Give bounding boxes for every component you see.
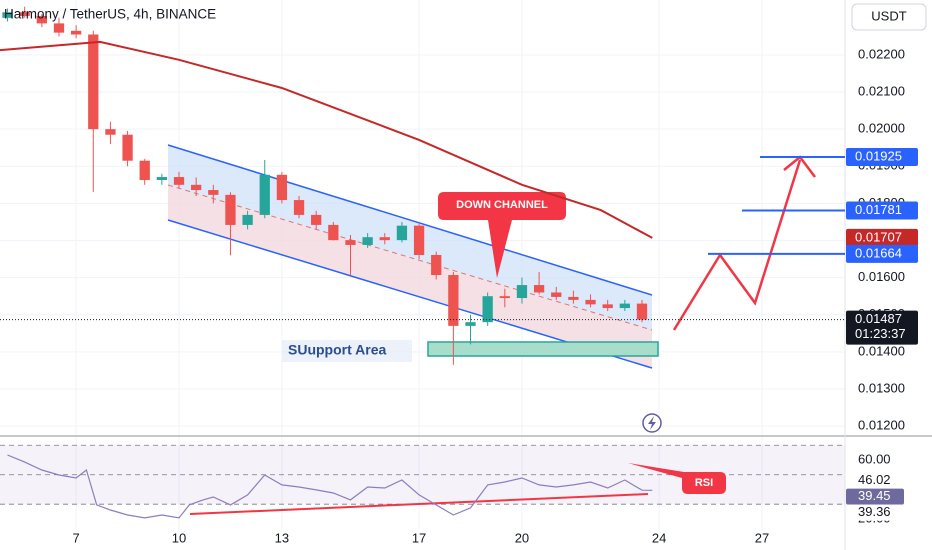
candle-body	[533, 285, 545, 293]
x-tick-label: 13	[275, 530, 289, 545]
support-label: SUupport Area	[288, 342, 386, 358]
candle-body	[156, 177, 168, 181]
support-label-bg	[282, 340, 412, 362]
candle-body	[259, 174, 270, 215]
price-badge-label: 0.01781	[855, 202, 902, 217]
y-tick-label: 0.01400	[858, 343, 905, 358]
y-tick-label: 0.01300	[858, 380, 905, 395]
candle-body	[619, 303, 630, 309]
candle-body	[53, 23, 65, 33]
candle-body	[499, 296, 510, 299]
candle-body	[362, 237, 373, 245]
value-badge-label: 39.36	[858, 504, 891, 519]
value-badge	[846, 472, 904, 489]
channel-lower-fill	[168, 185, 652, 368]
currency-label[interactable]: USDT	[871, 8, 906, 23]
callout-label: DOWN CHANNEL	[456, 199, 548, 211]
candle-body	[139, 160, 150, 181]
candle-body	[70, 30, 82, 35]
y-tick-label: 0.02100	[858, 83, 905, 98]
price-badge	[846, 148, 918, 167]
candle-body	[568, 296, 579, 300]
rsi-callout	[628, 463, 726, 494]
candle-body	[431, 254, 442, 276]
candle-body	[225, 194, 236, 225]
candle-body	[551, 292, 562, 297]
candle-body	[191, 184, 202, 191]
candle-body	[413, 225, 425, 255]
x-tick-label: 20	[515, 530, 529, 545]
candle-body	[276, 174, 288, 201]
support-area	[427, 341, 659, 357]
candle-body	[482, 296, 493, 323]
candle-body	[208, 190, 219, 195]
candle-body	[122, 134, 133, 161]
candle-body	[379, 237, 390, 241]
candle-body	[2, 12, 13, 18]
candle-body	[88, 34, 99, 130]
price-badge	[846, 310, 918, 345]
candle-body	[36, 15, 47, 24]
y-tick-label: 0.02000	[858, 121, 905, 136]
price-badge-label: 0.01925	[855, 148, 902, 163]
x-tick-label: 7	[73, 530, 80, 545]
rsi-line	[7, 454, 653, 519]
projection-arrow	[672, 159, 802, 331]
value-badge-label: 39.45	[858, 488, 891, 503]
rsi-trendline	[189, 493, 649, 515]
chart-title: Harmony / TetherUS, 4h, BINANCE	[4, 7, 216, 22]
price-badge-label: 0.01487	[855, 311, 902, 326]
candle-body	[636, 303, 648, 320]
currency-button[interactable]	[851, 3, 927, 31]
price-badge-label: 0.01664	[855, 245, 902, 260]
candle-body	[173, 177, 185, 185]
price-badge	[846, 201, 918, 220]
x-tick-label: 27	[755, 530, 769, 545]
candle-body	[516, 285, 528, 299]
candle-body	[105, 129, 116, 135]
candle-body	[465, 322, 476, 326]
marks	[0, 6, 845, 519]
channel-mid	[167, 184, 653, 331]
price-badge-label: 0.01707	[855, 229, 902, 244]
x-tick-label: 24	[652, 530, 666, 545]
candle-body	[242, 214, 253, 225]
channel-top	[167, 144, 653, 296]
callout	[438, 192, 566, 278]
y-tick-label: 0.01200	[858, 418, 905, 433]
candle-body	[345, 240, 356, 245]
countdown: 01:23:37	[855, 326, 906, 341]
y-tick-label: 0.01600	[858, 269, 905, 284]
candle-body	[602, 304, 613, 309]
x-tick-label: 17	[412, 530, 426, 545]
candle-body	[311, 214, 322, 225]
labels: RSI Harmony / TetherUS, 4h, BINANCE USDT…	[4, 3, 927, 545]
candle-body	[19, 12, 30, 16]
x-tick-label: 10	[172, 530, 186, 545]
alert-icon-bolt	[648, 416, 656, 430]
value-badge	[846, 504, 904, 521]
candle-body	[396, 225, 408, 241]
price-badge	[846, 244, 918, 263]
rsi-callout-label: RSI	[695, 477, 713, 489]
candle-body	[328, 224, 339, 241]
price-badge	[846, 228, 918, 247]
candle-body	[448, 275, 459, 326]
candle-body	[585, 299, 596, 305]
value-badge-label: 46.02	[858, 472, 891, 487]
moving-average	[0, 40, 653, 239]
y-tick-label: 60.00	[858, 451, 891, 466]
candle-body	[293, 200, 305, 215]
channel-upper-fill	[168, 145, 652, 330]
y-tick-label: 0.02200	[858, 46, 905, 61]
value-badge	[846, 488, 904, 505]
